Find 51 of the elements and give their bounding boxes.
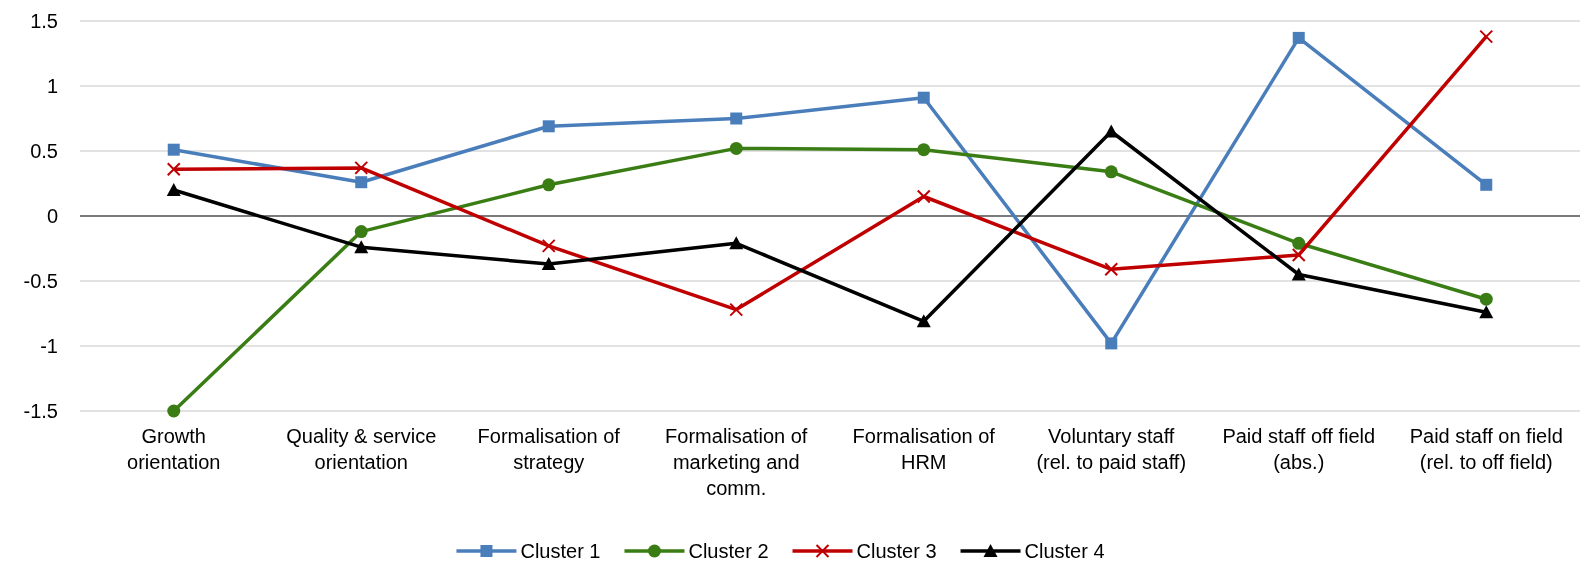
x-tick-label: Paid staff off field (abs.) — [1222, 425, 1376, 473]
point — [1104, 124, 1119, 138]
point — [355, 176, 368, 189]
y-tick-label: 1.5 — [30, 10, 58, 32]
point — [166, 183, 181, 196]
point — [916, 314, 931, 328]
x-tick-label: Formalisation of strategy — [477, 425, 621, 473]
point — [1105, 337, 1118, 350]
legend-label: Cluster 3 — [856, 540, 937, 562]
point — [167, 143, 180, 156]
x-tick-label: Paid staff on field (rel. to off field) — [1409, 425, 1563, 473]
point — [730, 112, 743, 125]
legend-label: Cluster 4 — [1024, 540, 1105, 562]
x-tick-label: Formalisation of marketing and comm. — [665, 425, 808, 499]
legend-label: Cluster 1 — [520, 540, 601, 562]
y-tick-label: 0.5 — [30, 140, 58, 162]
point — [542, 178, 556, 192]
point — [1291, 267, 1306, 281]
point — [541, 257, 556, 271]
point — [1479, 292, 1493, 306]
legend-label: Cluster 2 — [688, 540, 769, 562]
x-tick-label: Quality & service orientation — [286, 425, 437, 473]
point — [916, 189, 931, 204]
point — [1291, 248, 1306, 262]
point — [1292, 31, 1305, 44]
point — [166, 162, 181, 177]
y-tick-label: 1 — [46, 75, 58, 97]
y-tick-label: 0 — [46, 205, 58, 227]
point — [1104, 262, 1119, 277]
point — [1479, 29, 1494, 44]
point — [1480, 178, 1493, 191]
point — [354, 240, 369, 254]
point — [729, 141, 743, 155]
point — [917, 143, 931, 157]
point — [1479, 305, 1494, 319]
x-tick-label: Formalisation of HRM — [852, 425, 996, 473]
y-tick-label: -1.5 — [23, 400, 58, 422]
point — [542, 120, 555, 133]
point — [917, 91, 930, 104]
point — [1292, 236, 1306, 250]
point — [354, 160, 369, 175]
point — [541, 238, 556, 253]
point — [729, 236, 744, 250]
x-tick-label: Voluntary staff (rel. to paid staff) — [1036, 425, 1187, 473]
point — [1104, 165, 1118, 179]
y-tick-label: -0.5 — [23, 270, 58, 292]
point — [729, 302, 744, 317]
y-tick-label: -1 — [40, 335, 58, 357]
point — [167, 404, 181, 418]
point — [354, 225, 368, 239]
x-tick-label: Growth orientation — [127, 425, 221, 473]
